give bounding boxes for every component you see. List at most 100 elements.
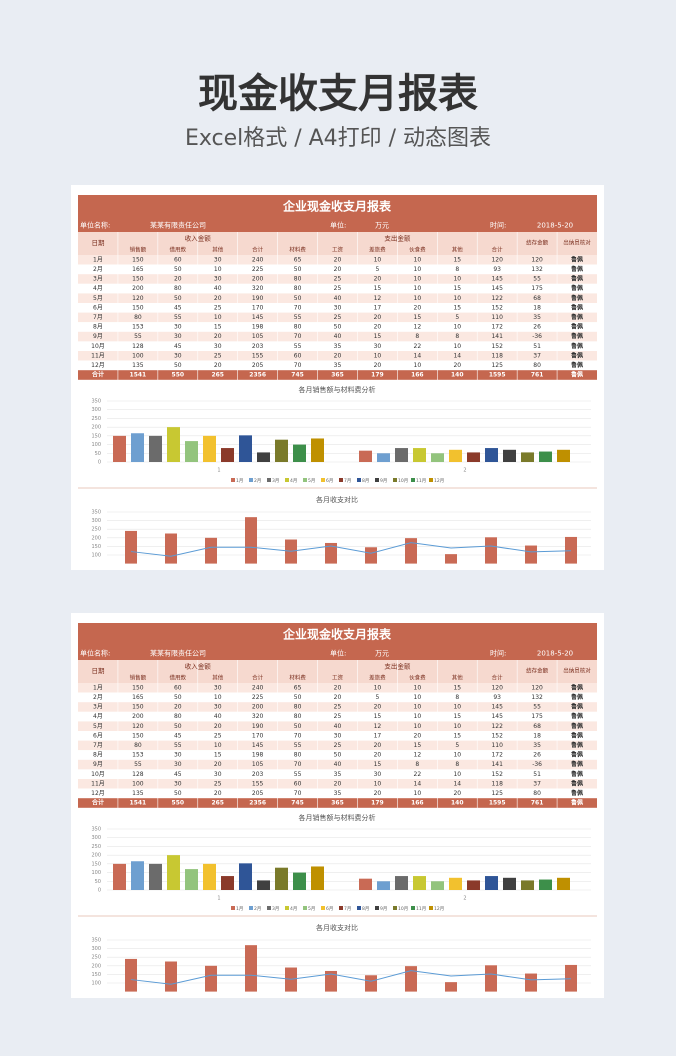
legend-label: 3月 — [272, 478, 279, 484]
y-tick-label: 250 — [91, 844, 101, 850]
cell: 40 — [334, 723, 342, 730]
cell: 20 — [214, 723, 222, 730]
legend-label: 5月 — [308, 478, 315, 484]
cell: 10 — [414, 694, 422, 701]
cell: 153 — [132, 324, 144, 331]
cell: 10 — [414, 684, 422, 691]
page-subtitle: Excel格式 / A4打印 / 动态图表 — [185, 126, 491, 151]
row-label: 1月 — [93, 684, 103, 691]
bar — [325, 970, 337, 992]
row-bg — [78, 322, 597, 332]
legend-label: 6月 — [326, 906, 333, 912]
bar — [245, 517, 257, 564]
cell: 150 — [132, 684, 144, 691]
bar — [293, 444, 306, 462]
row-label: 9月 — [93, 761, 103, 768]
cell: 15 — [453, 285, 461, 292]
legend-swatch — [393, 478, 397, 482]
cell: -36 — [532, 333, 542, 340]
bar — [467, 880, 480, 890]
cell: 80 — [294, 276, 302, 283]
header-bg — [78, 232, 597, 255]
cell: 17 — [374, 732, 382, 739]
cell: 140 — [451, 800, 464, 807]
bar — [525, 973, 537, 992]
header-cell: 日期 — [91, 667, 105, 675]
cell: 8 — [455, 694, 459, 701]
cell: 80 — [533, 790, 541, 797]
cell: 20 — [214, 333, 222, 340]
bar — [275, 867, 288, 890]
row-bg — [78, 312, 597, 323]
header-cell: 销售额 — [130, 674, 147, 682]
bar — [565, 536, 577, 564]
row-bg — [78, 788, 597, 799]
cell: 10 — [453, 343, 461, 350]
cell: 150 — [132, 732, 144, 739]
legend-label: 3月 — [272, 906, 279, 912]
bar — [167, 855, 180, 890]
legend-swatch — [339, 906, 343, 910]
row-label: 11月 — [91, 780, 105, 787]
cell: 鲁佩 — [571, 313, 583, 321]
row-bg — [78, 264, 597, 275]
meta-text: 某某有限责任公司 — [150, 649, 206, 658]
cell: 55 — [174, 742, 182, 749]
cell: 65 — [294, 684, 302, 691]
legend-swatch — [231, 478, 235, 482]
cell: 40 — [214, 713, 222, 720]
cell: 50 — [334, 752, 342, 759]
y-tick-label: 300 — [91, 407, 101, 413]
header-cell: 伙食费 — [409, 674, 426, 682]
cell: 55 — [294, 771, 302, 778]
cell: 265 — [211, 372, 224, 379]
y-tick-label: 100 — [91, 981, 101, 987]
row-label: 合计 — [92, 371, 104, 379]
cell: 鲁佩 — [571, 361, 583, 369]
cell: 190 — [252, 723, 264, 730]
y-tick-label: 200 — [91, 853, 101, 859]
bar — [113, 863, 126, 890]
sheet-title: 企业现金收支月报表 — [282, 199, 392, 214]
cell: 鲁佩 — [571, 712, 583, 720]
cell: 125 — [491, 362, 503, 369]
cell: 35 — [334, 362, 342, 369]
cell: 8 — [455, 266, 459, 273]
bar — [257, 452, 270, 462]
bar — [467, 452, 480, 462]
bar — [165, 533, 177, 564]
bar — [311, 438, 324, 462]
cell: 10 — [214, 742, 222, 749]
legend-swatch — [357, 906, 361, 910]
meta-text: 时间: — [490, 649, 506, 658]
cell: 120 — [132, 723, 144, 730]
cell: 55 — [134, 761, 142, 768]
meta-text: 单位: — [330, 649, 346, 658]
y-tick-label: 100 — [91, 870, 101, 876]
cell: 10 — [414, 295, 422, 302]
bar — [311, 866, 324, 890]
bar — [485, 876, 498, 890]
cell: 14 — [453, 780, 461, 787]
cell: 10 — [374, 352, 382, 359]
legend-swatch — [429, 478, 433, 482]
cell: 12 — [374, 295, 382, 302]
header-cell: 其他 — [452, 246, 464, 254]
cell: 80 — [174, 713, 182, 720]
legend-label: 8月 — [362, 478, 369, 484]
title-bar — [78, 623, 597, 646]
cell: 320 — [252, 285, 264, 292]
y-tick-label: 50 — [95, 879, 101, 885]
header-cell: 借用款 — [170, 674, 187, 682]
cell: 198 — [252, 752, 264, 759]
cell: 35 — [334, 343, 342, 350]
header-cell: 借用款 — [170, 246, 187, 254]
cell: 25 — [214, 780, 222, 787]
legend-label: 9月 — [380, 478, 387, 484]
header-cell: 合计 — [252, 246, 264, 254]
legend-swatch — [321, 906, 325, 910]
cell: 205 — [252, 362, 264, 369]
y-tick-label: 200 — [91, 425, 101, 431]
legend-label: 12月 — [434, 906, 444, 912]
x-tick-label: 2 — [463, 896, 466, 902]
